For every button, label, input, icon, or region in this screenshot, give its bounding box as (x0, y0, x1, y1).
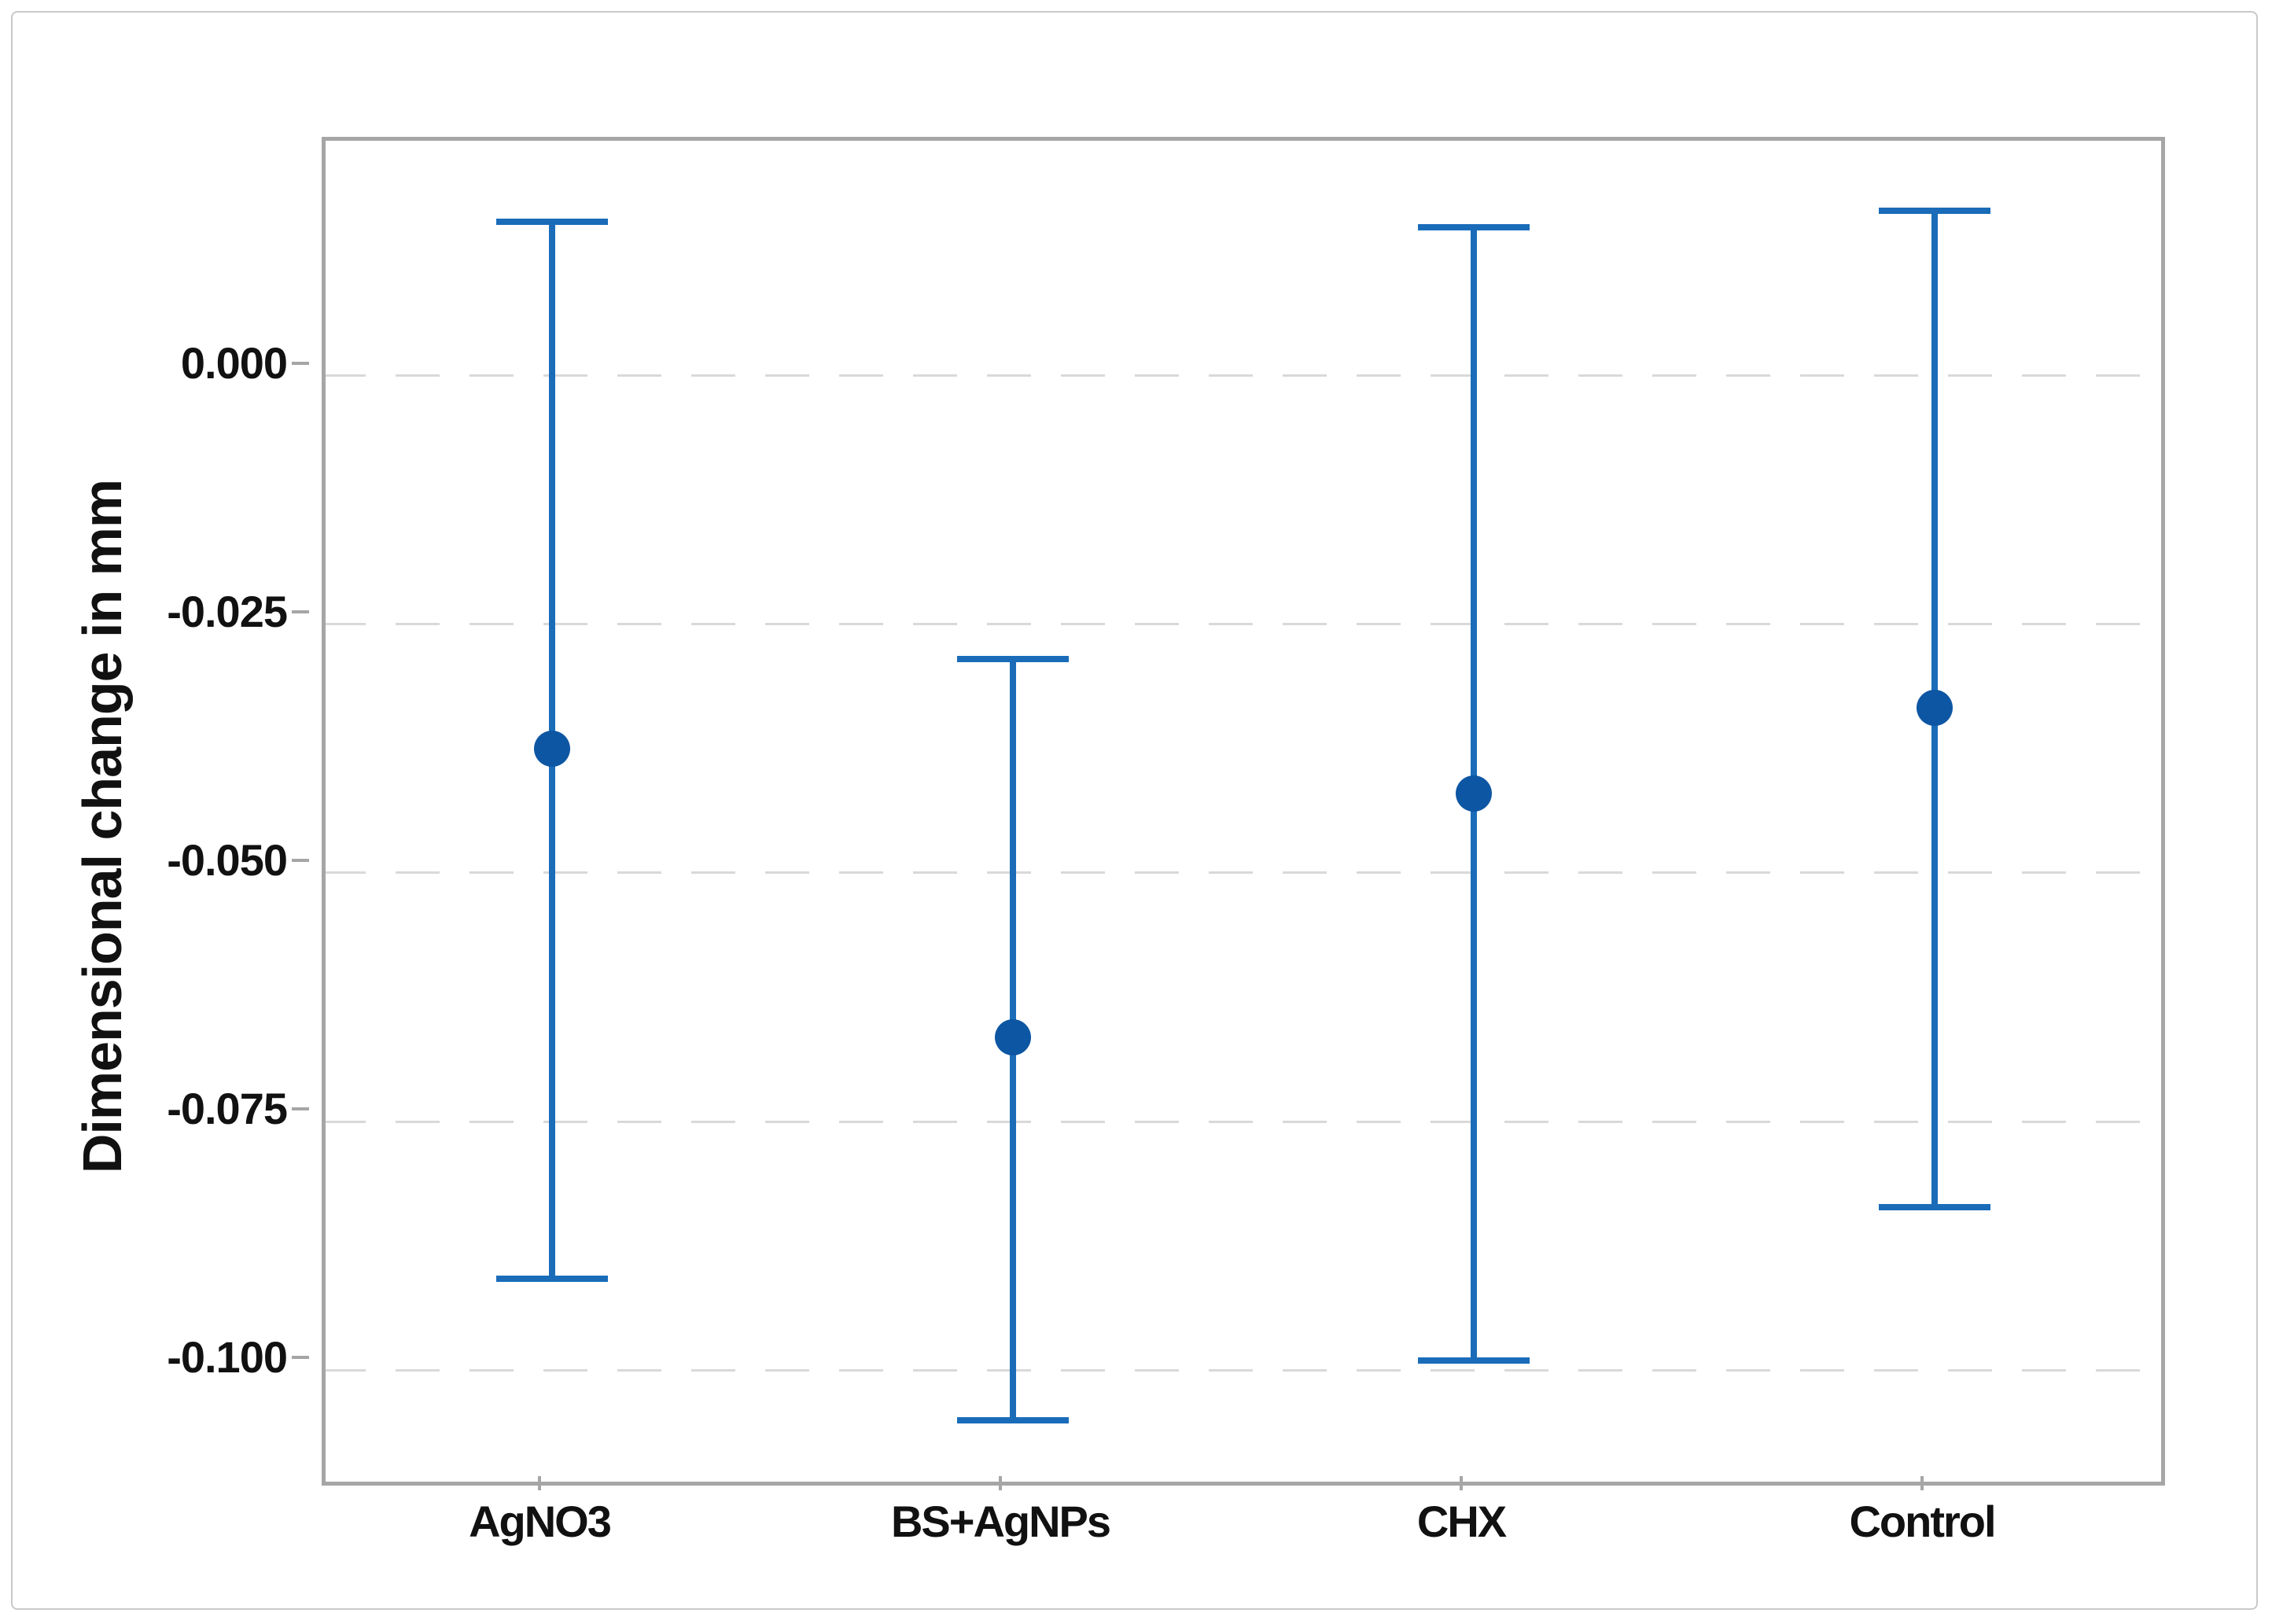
ci-cap-bottom-control (1879, 1203, 1990, 1210)
y-tick-mark-0.000 (292, 361, 309, 365)
gridline--0.100 (322, 1368, 2165, 1372)
x-tick-label-chx: CHX (1416, 1497, 1507, 1546)
y-tick-mark--0.025 (292, 609, 309, 613)
gridline-0.000 (322, 374, 2165, 377)
y-tick-label--0.050: -0.050 (167, 834, 288, 885)
x-tick-label-control: Control (1849, 1497, 1996, 1546)
ci-cap-top-chx (1418, 224, 1530, 231)
y-tick-label--0.100: -0.100 (167, 1332, 288, 1383)
mean-marker-control (1917, 689, 1953, 726)
mean-marker-bsagnps (995, 1018, 1031, 1055)
x-tick-mark-chx (1460, 1476, 1463, 1490)
ci-cap-bottom-bsagnps (957, 1416, 1069, 1423)
ci-cap-top-agno3 (496, 218, 608, 225)
gridline--0.025 (322, 623, 2165, 626)
ci-cap-top-control (1879, 207, 1990, 214)
y-tick-label-0.000: 0.000 (180, 337, 288, 388)
y-tick-mark--0.100 (292, 1356, 309, 1360)
x-tick-label-agno3: AgNO3 (469, 1497, 612, 1546)
mean-marker-agno3 (534, 730, 570, 767)
plot-frame (322, 137, 2165, 1486)
gridline--0.050 (322, 871, 2165, 875)
x-tick-mark-control (1920, 1476, 1924, 1490)
y-tick-mark--0.075 (292, 1107, 309, 1111)
y-tick-mark--0.050 (292, 858, 309, 862)
gridline--0.075 (322, 1120, 2165, 1123)
ci-cap-bottom-agno3 (496, 1275, 608, 1282)
x-tick-mark-bsagnps (999, 1476, 1002, 1490)
mean-marker-chx (1456, 775, 1492, 812)
plot-area (322, 137, 2165, 1486)
figure-frame: Dimensional change in mm 0.000 -0.025 -0.0… (11, 11, 2258, 1610)
y-tick-label--0.025: -0.025 (167, 586, 288, 636)
x-tick-label-bsagnps: BS+AgNPs (890, 1497, 1111, 1546)
x-tick-mark-agno3 (538, 1476, 541, 1490)
ci-cap-top-bsagnps (957, 655, 1069, 662)
ci-cap-bottom-chx (1418, 1357, 1530, 1364)
y-tick-label--0.075: -0.075 (167, 1084, 288, 1134)
